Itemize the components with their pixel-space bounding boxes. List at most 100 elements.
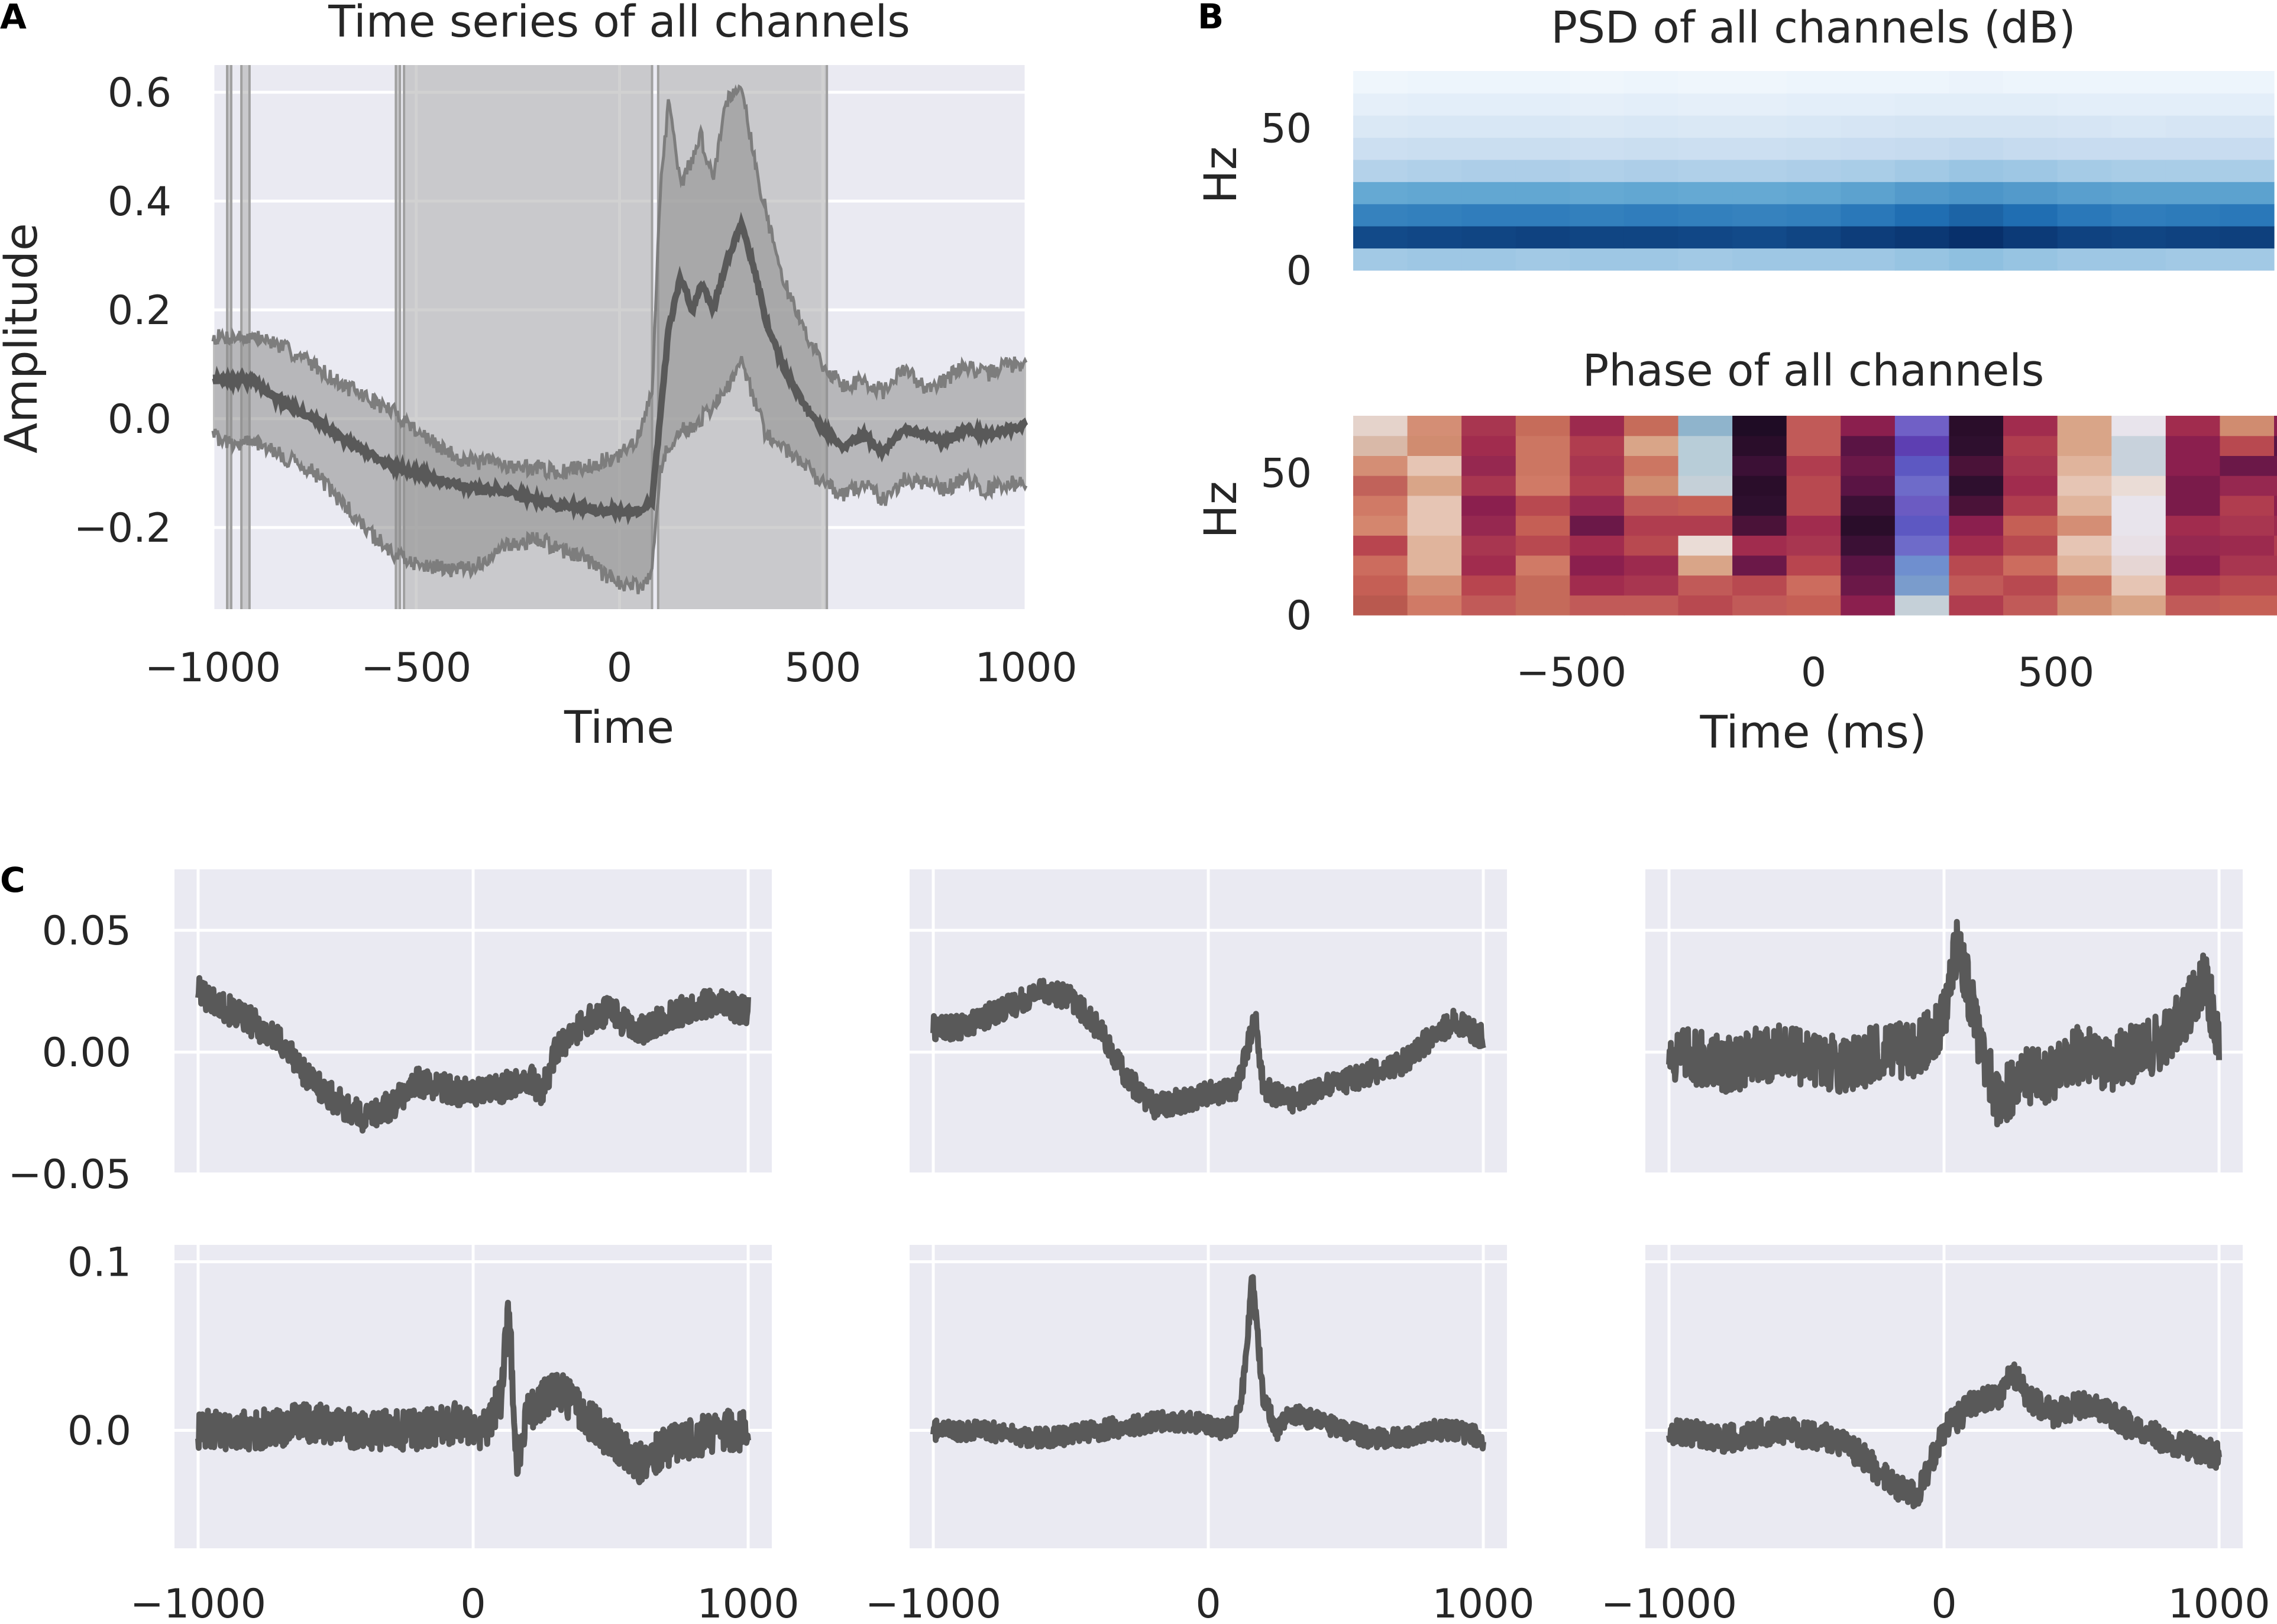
phase-cell bbox=[1786, 595, 1841, 616]
phase-cell bbox=[1515, 515, 1570, 536]
psd-cell bbox=[2003, 115, 2058, 138]
psd-cell bbox=[2057, 203, 2112, 227]
phase-cell bbox=[1678, 575, 1733, 596]
panel-a-mean-line bbox=[212, 212, 1028, 526]
psd-cell bbox=[2111, 137, 2166, 160]
phase-cell bbox=[1949, 595, 2004, 616]
phase-cell bbox=[2165, 575, 2221, 596]
phase-cell bbox=[1732, 555, 1787, 576]
phase-y-tick-label: 0 bbox=[1286, 593, 1312, 639]
phase-cell bbox=[1786, 515, 1841, 536]
phase-cell bbox=[2165, 595, 2221, 616]
psd-cell bbox=[2057, 115, 2112, 138]
psd-cell bbox=[2220, 203, 2275, 227]
psd-cell bbox=[2165, 71, 2221, 94]
phase-cell bbox=[1353, 435, 1408, 456]
psd-cell bbox=[1461, 71, 1516, 94]
phase-cell bbox=[1732, 575, 1787, 596]
a-x-tick-label: −1000 bbox=[145, 645, 281, 691]
psd-cell bbox=[1461, 159, 1516, 182]
phase-cell bbox=[1841, 475, 1896, 496]
phase-cell bbox=[1407, 555, 1462, 576]
psd-cell bbox=[1407, 71, 1462, 94]
psd-cell bbox=[1407, 137, 1462, 160]
psd-cell bbox=[1461, 203, 1516, 227]
psd-cell bbox=[2057, 159, 2112, 182]
psd-cell bbox=[1949, 226, 2004, 249]
phase-cell bbox=[1623, 575, 1679, 596]
psd-cell bbox=[1570, 93, 1625, 116]
c-y-tick-label: 0.0 bbox=[67, 1408, 131, 1455]
phase-cell bbox=[1461, 435, 1516, 456]
psd-cell bbox=[2111, 203, 2166, 227]
psd-cell bbox=[1623, 226, 1679, 249]
psd-cell bbox=[1407, 115, 1462, 138]
panel-c-plot-1: −0.05 0.00 0.05 bbox=[8, 869, 772, 1198]
psd-cell bbox=[1515, 203, 1570, 227]
phase-cell bbox=[1949, 475, 2004, 496]
a-x-tick-label: 1000 bbox=[975, 645, 1077, 691]
phase-cell bbox=[1515, 555, 1570, 576]
phase-cell bbox=[2274, 595, 2277, 616]
phase-cell bbox=[1353, 416, 1408, 436]
phase-cell bbox=[1623, 455, 1679, 476]
phase-cell bbox=[1570, 555, 1625, 576]
phase-cell bbox=[2057, 435, 2112, 456]
psd-cell bbox=[2057, 93, 2112, 116]
phase-cell bbox=[2165, 515, 2221, 536]
phase-cell bbox=[2220, 435, 2275, 456]
psd-cell bbox=[1570, 115, 1625, 138]
phase-cell bbox=[2057, 575, 2112, 596]
phase-cell bbox=[1570, 475, 1625, 496]
c4-ticks: 0.0 0.1 −1000 0 1000 bbox=[67, 1240, 800, 1624]
c-y-tick-label: −0.05 bbox=[8, 1151, 131, 1198]
phase-cell bbox=[1894, 575, 1950, 596]
psd-cell bbox=[1623, 71, 1679, 94]
psd-cell bbox=[1949, 115, 2004, 138]
psd-cell bbox=[1894, 182, 1950, 205]
psd-cell bbox=[1894, 93, 1950, 116]
phase-x-tick-label: 0 bbox=[1801, 649, 1826, 696]
psd-cell bbox=[1786, 203, 1841, 227]
phase-cell bbox=[1678, 475, 1733, 496]
phase-cell bbox=[2165, 495, 2221, 516]
phase-cell bbox=[1515, 575, 1570, 596]
phase-cell bbox=[1515, 495, 1570, 516]
phase-y-axis-label: Hz bbox=[1194, 481, 1247, 538]
psd-cell bbox=[1786, 248, 1841, 271]
psd-cell bbox=[2220, 71, 2275, 94]
psd-cell bbox=[2057, 182, 2112, 205]
phase-cell bbox=[1515, 475, 1570, 496]
phase-cell bbox=[1461, 575, 1516, 596]
psd-cell bbox=[2165, 93, 2221, 116]
phase-cell bbox=[1786, 435, 1841, 456]
phase-cell bbox=[1623, 435, 1679, 456]
phase-cell bbox=[2057, 515, 2112, 536]
panel-letter-c: C bbox=[0, 860, 25, 900]
phase-cell bbox=[1841, 455, 1896, 476]
psd-cell bbox=[2220, 137, 2275, 160]
phase-cell bbox=[1515, 455, 1570, 476]
phase-cell bbox=[1732, 515, 1787, 536]
psd-cell bbox=[1407, 159, 1462, 182]
phase-cell bbox=[2220, 595, 2275, 616]
psd-cell bbox=[1786, 159, 1841, 182]
psd-cell bbox=[1678, 115, 1733, 138]
phase-cell bbox=[1841, 575, 1896, 596]
phase-cell bbox=[1841, 515, 1896, 536]
a-y-tick-label: 0.0 bbox=[108, 396, 172, 443]
phase-cell bbox=[1623, 475, 1679, 496]
psd-cell bbox=[1894, 226, 1950, 249]
c-x-tick-label: −1000 bbox=[1601, 1581, 1737, 1624]
psd-cell bbox=[2165, 203, 2221, 227]
psd-cell bbox=[1461, 115, 1516, 138]
phase-cell bbox=[1732, 535, 1787, 556]
psd-cell bbox=[2220, 115, 2275, 138]
psd-cell bbox=[1786, 182, 1841, 205]
psd-cell bbox=[1353, 137, 1408, 160]
phase-cell bbox=[2111, 595, 2166, 616]
psd-cell bbox=[1515, 71, 1570, 94]
phase-cell bbox=[2274, 455, 2277, 476]
phase-cell bbox=[2220, 455, 2275, 476]
